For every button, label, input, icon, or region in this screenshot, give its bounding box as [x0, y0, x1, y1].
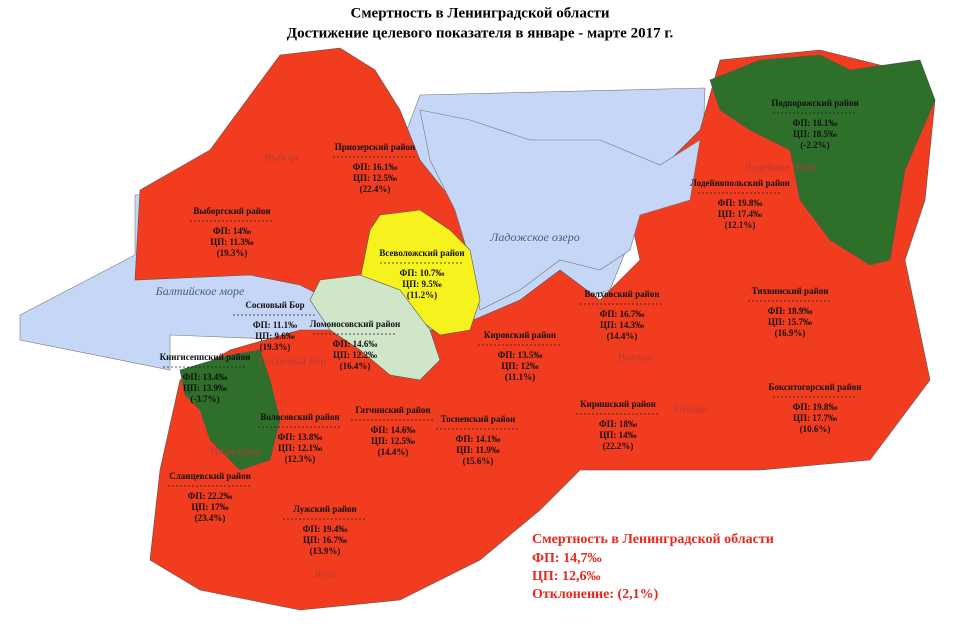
place-label: Сосновый Бор — [258, 356, 326, 368]
summary-cp: ЦП: 12,6‰ — [532, 569, 600, 584]
district-fp: ФП: 19.8‰ — [793, 402, 838, 412]
district-dev: (-2.2%) — [800, 140, 829, 150]
district-name: Волховский район — [584, 289, 659, 299]
district-dev: (-3.7%) — [190, 394, 219, 404]
district-name: Тихвинский район — [752, 286, 829, 296]
district-name: Киришский район — [580, 399, 656, 409]
district-name: Лодейнопольский район — [690, 178, 790, 188]
summary-dev: Отклонение: (2,1%) — [532, 587, 659, 602]
district-cp: ЦП: 11.9‰ — [456, 445, 500, 455]
district-name: Всеволожский район — [379, 248, 464, 258]
place-label: Луга — [314, 569, 336, 581]
district-cp: ЦП: 9.6‰ — [255, 331, 295, 341]
district-fp: ФП: 18‰ — [599, 419, 637, 429]
district-name: Подпорожский район — [771, 98, 858, 108]
district-fp: ФП: 22.2‰ — [188, 491, 233, 501]
district-cp: ЦП: 13.9‰ — [183, 383, 227, 393]
place-label: Балтийское море — [155, 284, 245, 298]
district-fp: ФП: 13.4‰ — [183, 372, 228, 382]
district-fp: ФП: 19.4‰ — [303, 524, 348, 534]
district-dev: (23.4%) — [195, 513, 226, 523]
district-cp: ЦП: 12.1‰ — [278, 443, 322, 453]
district-name: Сосновый Бор — [245, 300, 304, 310]
district-name: Сланцевский район — [169, 471, 251, 481]
district-name: Бокситогорский район — [769, 382, 862, 392]
district-name: Лужский район — [293, 504, 356, 514]
summary-title: Смертность в Ленинградской области — [532, 532, 774, 547]
district-fp: ФП: 14.6‰ — [333, 339, 378, 349]
district-cp: ЦП: 17.7‰ — [793, 413, 837, 423]
place-label: Волхов — [618, 352, 652, 364]
district-dev: (19.3%) — [217, 248, 248, 258]
district-fp: ФП: 19.8‰ — [718, 198, 763, 208]
place-label: Ладожское озеро — [489, 230, 579, 244]
district-cp: ЦП: 17.4‰ — [718, 209, 762, 219]
district-fp: ФП: 10.7‰ — [400, 268, 445, 278]
district-fp: ФП: 13.8‰ — [278, 432, 323, 442]
district-cp: ЦП: 12.2‰ — [333, 350, 377, 360]
district-cp: ЦП: 12.5‰ — [371, 436, 415, 446]
district-dev: (12.1%) — [725, 220, 756, 230]
district-fp: ФП: 11.1‰ — [253, 320, 297, 330]
district-fp: ФП: 13.5‰ — [498, 350, 543, 360]
summary: Смертность в Ленинградской области ФП: 1… — [532, 532, 774, 602]
district-name: Ломоносовский район — [310, 319, 400, 329]
district-fp: ФП: 18.1‰ — [793, 118, 838, 128]
map-subtitle: Достижение целевого показателя в январе … — [287, 25, 674, 41]
district-dev: (14.4%) — [607, 331, 638, 341]
district-cp: ЦП: 17‰ — [191, 502, 228, 512]
district-cp: ЦП: 15.7‰ — [768, 317, 812, 327]
district-dev: (22.4%) — [360, 184, 391, 194]
district-fp: ФП: 14.6‰ — [371, 425, 416, 435]
district-dev: (12.3%) — [285, 454, 316, 464]
district-cp: ЦП: 12.5‰ — [353, 173, 397, 183]
district-dev: (16.4%) — [340, 361, 371, 371]
district-fp: ФП: 14.1‰ — [456, 434, 501, 444]
labels: Ладожское озеро Балтийское море Выборг Лоде… — [155, 98, 862, 580]
place-label: Ивангород — [210, 446, 260, 458]
district-name: Приозерский район — [335, 142, 416, 152]
district-dev: (11.1%) — [505, 372, 535, 382]
district-fp: ФП: 18.9‰ — [768, 306, 813, 316]
district-fp: ФП: 16.1‰ — [353, 162, 398, 172]
district-name: Кингисеппский район — [160, 352, 251, 362]
place-label: Выборг — [264, 152, 300, 164]
district-name: Выборгский район — [193, 206, 270, 216]
district-cp: ЦП: 18.5‰ — [793, 129, 837, 139]
map-title: Смертность в Ленинградской области — [350, 5, 609, 21]
district-name: Гатчинский район — [355, 405, 430, 415]
district-dev: (13.9%) — [310, 546, 341, 556]
map-background — [19, 47, 936, 611]
district-dev: (22.2%) — [603, 441, 634, 451]
district-cp: ЦП: 16.7‰ — [303, 535, 347, 545]
district-dev: (14.4%) — [378, 447, 409, 457]
summary-fp: ФП: 14,7‰ — [532, 551, 602, 566]
district-cp: ЦП: 9.5‰ — [402, 279, 442, 289]
district-name: Кировский район — [484, 330, 556, 340]
district-cp: ЦП: 14‰ — [599, 430, 636, 440]
district-dev: (15.6%) — [463, 456, 494, 466]
district-name: Тосненский район — [441, 414, 516, 424]
district-dev: (16.9%) — [775, 328, 806, 338]
district-cp: ЦП: 14.3‰ — [600, 320, 644, 330]
district-dev: (10.6%) — [800, 424, 831, 434]
district-fp: ФП: 16.7‰ — [600, 309, 645, 319]
district-name: Волосовский район — [260, 412, 339, 422]
district-cp: ЦП: 11.3‰ — [210, 237, 254, 247]
place-label: Тихвин — [673, 404, 708, 416]
district-cp: ЦП: 12‰ — [501, 361, 538, 371]
place-label: Лодейное Поле — [744, 162, 816, 174]
district-fp: ФП: 14‰ — [213, 226, 251, 236]
district-dev: (19.3%) — [260, 342, 291, 352]
district-dev: (11.2%) — [407, 290, 437, 300]
